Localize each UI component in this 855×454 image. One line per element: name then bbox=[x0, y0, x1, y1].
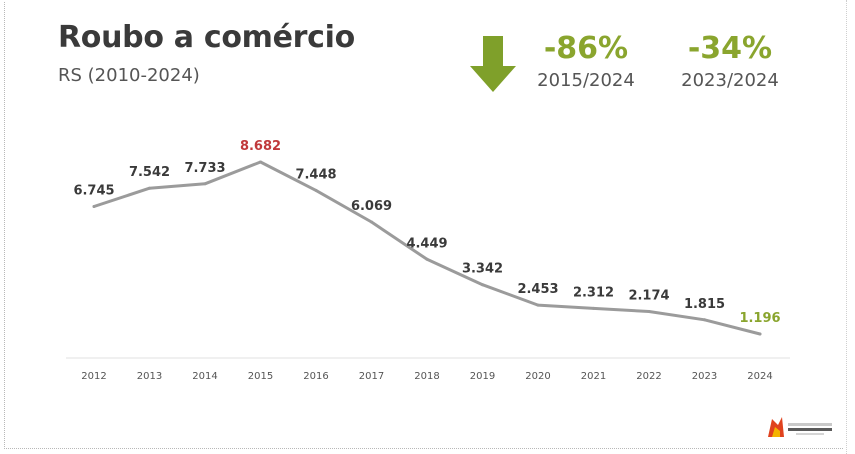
kpi-2015-2024: -86% 2015/2024 bbox=[532, 30, 640, 94]
data-label: 3.342 bbox=[462, 262, 503, 277]
data-label: 2.453 bbox=[517, 282, 558, 297]
x-tick-label: 2016 bbox=[303, 371, 328, 382]
x-tick-label: 2020 bbox=[525, 371, 550, 382]
data-label: 6.069 bbox=[351, 199, 392, 214]
data-label: 7.542 bbox=[129, 165, 170, 180]
data-label: 7.448 bbox=[295, 167, 336, 182]
x-tick-label: 2014 bbox=[192, 371, 217, 382]
x-tick-label: 2017 bbox=[359, 371, 384, 382]
x-tick-label: 2022 bbox=[636, 371, 661, 382]
data-point bbox=[536, 303, 540, 307]
kpi-2023-2024: -34% 2023/2024 bbox=[674, 30, 786, 94]
data-point bbox=[758, 332, 762, 336]
data-point bbox=[592, 306, 595, 310]
data-point bbox=[148, 186, 151, 190]
data-label: 8.682 bbox=[240, 139, 281, 154]
data-point bbox=[370, 220, 373, 224]
x-tick-label: 2021 bbox=[581, 371, 606, 382]
kpi-value: -34% bbox=[687, 31, 773, 66]
data-label: 1.815 bbox=[684, 297, 725, 312]
down-arrow-icon bbox=[470, 36, 516, 92]
kpi-period: 2023/2024 bbox=[681, 70, 779, 91]
data-point bbox=[92, 205, 96, 209]
page-subtitle: RS (2010-2024) bbox=[58, 65, 200, 86]
data-point bbox=[203, 182, 207, 186]
x-tick-label: 2018 bbox=[414, 371, 439, 382]
data-point bbox=[703, 318, 706, 322]
x-tick-label: 2024 bbox=[747, 371, 772, 382]
data-label: 4.449 bbox=[406, 236, 447, 251]
data-label: 1.196 bbox=[739, 311, 780, 326]
kpi-period: 2015/2024 bbox=[537, 70, 635, 91]
x-tick-label: 2013 bbox=[137, 371, 162, 382]
data-label: 7.733 bbox=[184, 161, 225, 176]
page-edge-rule bbox=[846, 0, 848, 454]
data-label: 2.312 bbox=[573, 285, 614, 300]
x-tick-label: 2012 bbox=[81, 371, 106, 382]
x-tick-label: 2015 bbox=[248, 371, 273, 382]
slide-frame bbox=[4, 2, 843, 449]
state-logo-icon bbox=[768, 417, 832, 437]
x-tick-label: 2023 bbox=[692, 371, 717, 382]
kpi-value: -86% bbox=[543, 31, 629, 66]
data-point bbox=[481, 283, 484, 287]
data-point bbox=[259, 160, 262, 164]
data-label: 6.745 bbox=[73, 184, 114, 199]
data-point bbox=[425, 257, 429, 261]
data-label: 2.174 bbox=[628, 289, 669, 304]
data-point bbox=[314, 188, 318, 192]
x-tick-label: 2019 bbox=[470, 371, 495, 382]
page-title: Roubo a comércio bbox=[58, 20, 355, 55]
data-point bbox=[647, 310, 651, 314]
